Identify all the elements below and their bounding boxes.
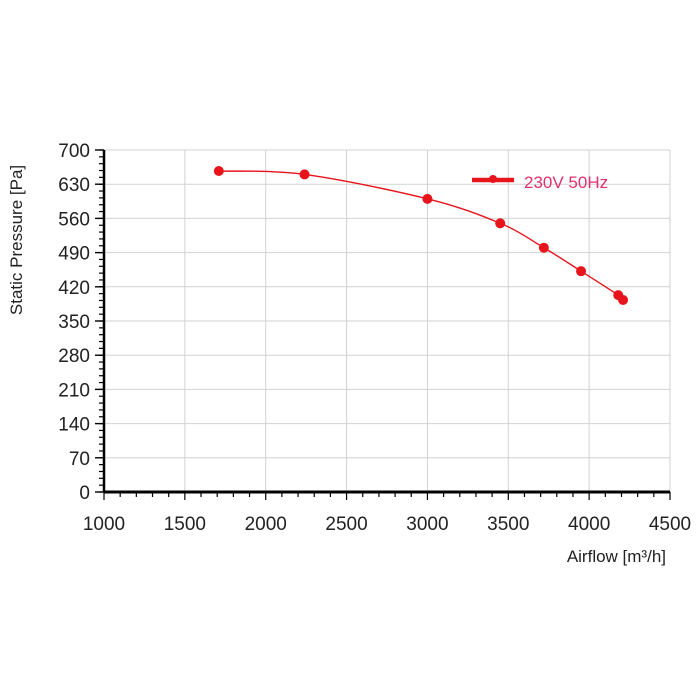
x-tick-label: 2500 — [325, 514, 367, 535]
axes — [95, 149, 671, 500]
data-point — [213, 166, 224, 177]
data-point — [618, 294, 629, 305]
y-tick-label: 0 — [79, 483, 90, 504]
y-tick-label: 280 — [58, 346, 90, 367]
grid — [104, 149, 671, 492]
x-tick-label: 2000 — [245, 514, 287, 535]
y-tick-label: 70 — [69, 449, 90, 470]
y-tick-labels: 0 70 140 210 280 350 420 490 560 630 700 — [58, 141, 90, 504]
y-tick-label: 210 — [58, 380, 90, 401]
y-tick-label: 490 — [58, 244, 90, 265]
y-tick-label: 140 — [58, 415, 90, 436]
y-tick-label: 560 — [58, 209, 90, 230]
x-tick-label: 3500 — [487, 514, 529, 535]
x-tick-label: 4500 — [649, 514, 691, 535]
y-tick-label: 630 — [58, 175, 90, 196]
y-tick-label: 420 — [58, 278, 90, 299]
x-axis-label: Airflow [m³/h] — [567, 547, 666, 566]
legend: 230V 50Hz — [472, 173, 608, 192]
y-tick-label: 350 — [58, 312, 90, 333]
x-tick-label: 3000 — [406, 514, 448, 535]
legend-marker — [489, 175, 497, 183]
legend-label: 230V 50Hz — [524, 173, 608, 192]
series-group — [213, 166, 629, 305]
x-tick-label: 4000 — [568, 514, 610, 535]
x-tick-labels: 1000 1500 2000 2500 3000 3500 4000 4500 — [83, 514, 691, 535]
data-point — [495, 218, 506, 229]
data-point — [422, 193, 433, 204]
y-tick-label: 700 — [58, 141, 90, 162]
y-axis-label: Static Pressure [Pa] — [7, 165, 26, 315]
data-point — [299, 169, 310, 180]
data-point — [576, 266, 587, 277]
data-point — [538, 242, 549, 253]
x-tick-label: 1000 — [83, 514, 125, 535]
x-tick-label: 1500 — [164, 514, 206, 535]
